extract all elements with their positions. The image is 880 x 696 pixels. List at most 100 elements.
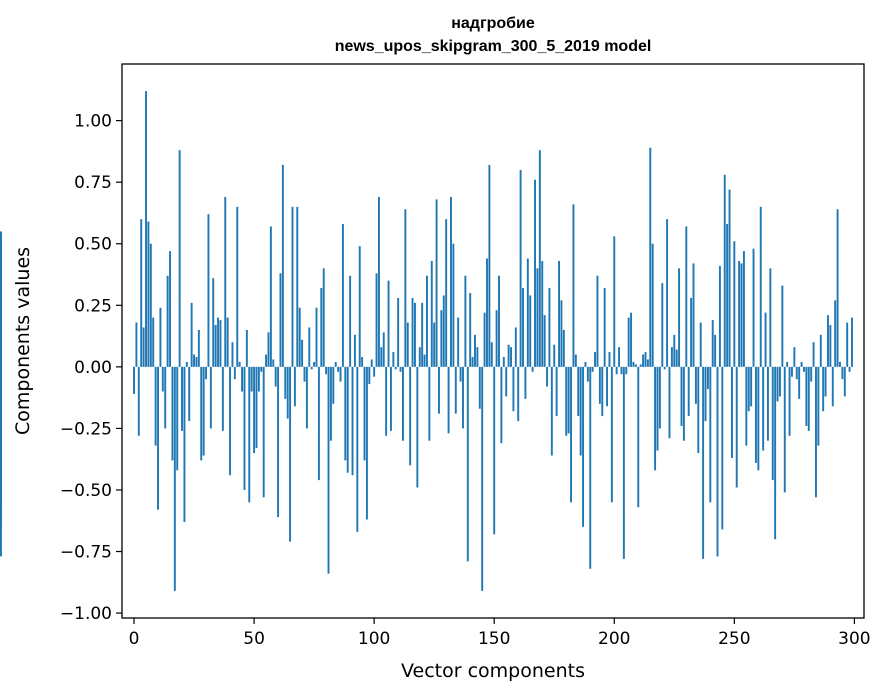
bar-51 [255,366,258,449]
bar-4 [142,327,145,367]
bar-35 [217,317,220,367]
bar-150 [493,366,496,535]
bar-271 [783,366,786,493]
bar-249 [730,366,733,458]
bar-98 [368,366,371,385]
bar-80 [325,366,328,375]
bar-9 [154,366,157,446]
bar-172 [546,366,548,387]
bar-85 [337,366,340,372]
bar-108 [392,352,395,367]
bar-11 [159,307,162,367]
bar-88 [344,366,347,461]
bar-23 [188,366,191,422]
bar-48 [248,366,251,503]
bar-77 [317,366,320,481]
bar-12 [161,366,164,392]
bar-201 [615,366,618,375]
bar-299 [851,317,853,367]
bar-129 [442,295,445,367]
bar-117 [414,302,416,367]
bar-238 [704,366,707,422]
bar-50 [253,366,256,454]
bar-43 [236,206,239,367]
bar-159 [514,327,517,367]
bar-61 [279,273,282,367]
bar-253 [740,263,743,367]
bar-147 [486,258,488,367]
bar-171 [543,315,546,367]
bar-242 [714,334,717,367]
bar-173 [548,288,551,367]
bar-148 [488,164,491,367]
bar-187 [582,366,585,527]
plot-frame [121,63,865,619]
bar-73 [308,327,311,367]
bar-208 [632,361,635,367]
bar-190 [589,366,592,569]
bar-188 [584,361,587,367]
bar-52 [257,366,260,392]
bar-236 [699,322,702,367]
bar-71 [303,366,306,382]
bar-undefined [0,366,2,557]
x-axis-ticks: 0 50 100 150 200 250 300 [129,618,871,649]
bar-142 [474,334,476,367]
bar-261 [759,206,762,367]
bar-53 [260,366,263,372]
bar-192 [594,352,597,367]
bar-163 [524,366,527,399]
bar-198 [608,352,611,367]
bar-231 [687,366,690,417]
bar-21 [183,366,186,522]
y-axis-label: Components values [12,247,34,435]
bar-44 [238,361,241,367]
bar-153 [500,366,503,444]
bar-62 [281,164,284,367]
bar-292 [834,300,837,367]
bars-group [0,91,853,591]
bar-100 [373,366,376,377]
bar-209 [634,364,637,367]
bar-141 [471,357,474,367]
bar-128 [440,310,443,367]
bar-32 [209,366,212,429]
bar-30 [205,366,207,380]
bar-224 [670,347,673,367]
x-tick-label: 150 [478,629,510,649]
bar-200 [613,236,616,367]
bar-203 [620,366,623,375]
bar-237 [702,366,705,559]
bar-25 [193,354,195,367]
bar-204 [622,366,625,559]
bar-18 [176,366,179,471]
bar-92 [353,334,356,367]
y-tick-label: −1.00 [60,604,112,624]
bar-221 [663,366,666,370]
bar-49 [250,366,253,392]
bar-219 [658,366,661,429]
bar-169 [538,150,541,367]
bar-202 [618,347,621,367]
bar-214 [646,359,649,367]
bar-268 [776,366,779,402]
bar-114 [406,322,409,367]
bar-259 [754,366,757,463]
bar-107 [389,366,392,431]
y-tick-label: −0.75 [60,543,112,563]
bar-undefined [0,233,2,367]
bar-245 [721,366,724,530]
bar-165 [529,295,532,367]
bar-29 [202,366,205,456]
y-tick-label: 0.50 [74,235,112,255]
bar-217 [654,366,657,471]
bar-15 [169,251,171,367]
bar-20 [181,366,183,431]
bar-68 [296,206,299,367]
bar-67 [293,366,296,407]
bar-37 [221,366,224,431]
bar-81 [327,366,330,574]
bar-10 [157,366,159,510]
bar-166 [531,366,534,372]
bar-39 [226,317,229,367]
